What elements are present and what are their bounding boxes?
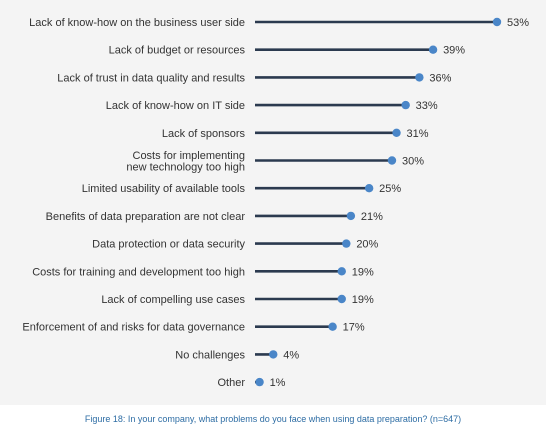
category-label: No challenges: [175, 349, 245, 361]
value-label: 31%: [407, 128, 429, 140]
category-label-line: Lack of budget or resources: [109, 45, 246, 57]
lollipop-dot: [346, 211, 356, 221]
category-label: Costs for training and development too h…: [32, 266, 245, 278]
value-label: 36%: [429, 72, 451, 84]
value-label: 30%: [402, 156, 424, 168]
category-label: Enforcement of and risks for data govern…: [22, 322, 245, 334]
category-label-line: Costs for training and development too h…: [32, 266, 245, 278]
category-label-line: Limited usability of available tools: [82, 183, 246, 195]
category-label-line: new technology too high: [126, 161, 245, 173]
lollipop-dot: [269, 350, 278, 359]
value-label: 25%: [379, 183, 401, 195]
category-label-line: Data protection or data security: [92, 239, 245, 251]
category-label-line: Lack of trust in data quality and result…: [57, 72, 245, 84]
lollipop-dot: [337, 267, 346, 276]
chart-card: Lack of know-how on the business user si…: [0, 0, 546, 405]
category-label: Benefits of data preparation are not cle…: [46, 211, 246, 223]
value-label: 4%: [283, 349, 299, 361]
lollipop-chart: Lack of know-how on the business user si…: [22, 17, 529, 389]
category-label-line: Lack of compelling use cases: [101, 294, 245, 306]
lollipop-dot: [392, 128, 401, 137]
lollipop-dot: [337, 294, 346, 304]
category-label-line: Other: [217, 377, 245, 389]
category-label-line: Lack of know-how on the business user si…: [29, 17, 245, 29]
lollipop-dot: [328, 322, 337, 331]
value-label: 19%: [352, 266, 374, 278]
value-label: 39%: [443, 45, 465, 57]
lollipop-dot: [342, 239, 351, 248]
category-label: Other: [217, 377, 245, 389]
category-label-line: Lack of sponsors: [162, 128, 246, 140]
figure-caption: Figure 18: In your company, what problem…: [84, 414, 462, 424]
lollipop-dot: [387, 156, 397, 165]
category-label: Costs for implementing new technology too…: [126, 150, 245, 174]
lollipop-dot: [364, 184, 374, 193]
value-label: 17%: [343, 322, 365, 334]
value-label: 21%: [361, 211, 383, 223]
value-label: 53%: [507, 17, 529, 29]
value-label: 19%: [352, 294, 374, 306]
category-label: Lack of compelling use cases: [101, 294, 245, 306]
category-label-line: No challenges: [175, 349, 245, 361]
lollipop-dot: [401, 100, 410, 110]
category-label-line: Lack of know-how on IT side: [106, 100, 245, 112]
category-label: Lack of sponsors: [162, 128, 246, 140]
category-label: Limited usability of available tools: [82, 183, 246, 195]
lollipop-dot: [492, 17, 502, 27]
category-label-line: Enforcement of and risks for data govern…: [22, 322, 245, 334]
value-label: 20%: [356, 239, 378, 251]
value-label: 1%: [270, 377, 286, 389]
value-label: 33%: [416, 100, 438, 112]
category-label: Lack of know-how on the business user si…: [29, 17, 245, 29]
lollipop-dot: [255, 377, 264, 387]
category-label: Lack of trust in data quality and result…: [57, 72, 245, 84]
category-label-line: Costs for implementing: [133, 150, 246, 162]
category-label-line: Benefits of data preparation are not cle…: [46, 211, 246, 223]
lollipop-dot: [415, 73, 424, 82]
category-label: Data protection or data security: [92, 239, 245, 251]
category-label: Lack of know-how on IT side: [106, 100, 245, 112]
lollipop-dot: [428, 45, 438, 54]
category-label: Lack of budget or resources: [109, 45, 246, 57]
